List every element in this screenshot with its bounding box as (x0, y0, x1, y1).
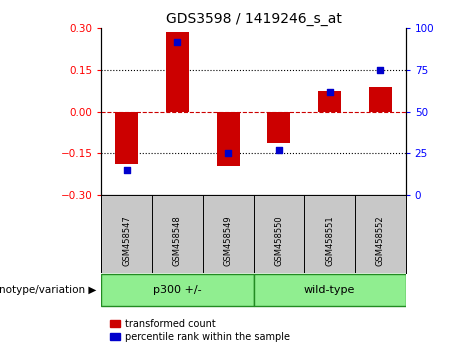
Point (123, 167, 130, 173)
Bar (267, 112, 290, 143)
Point (275, 147, 283, 153)
Text: GSM458548: GSM458548 (173, 216, 182, 266)
Point (326, 89, 333, 95)
Legend: transformed count, percentile rank within the sample: transformed count, percentile rank withi… (106, 315, 294, 346)
Bar (318, 91, 341, 112)
Bar (217, 112, 240, 166)
Bar (254, 274, 406, 306)
Text: GSM458551: GSM458551 (325, 216, 334, 266)
Bar (369, 87, 392, 112)
Bar (101, 274, 254, 306)
Text: GSM458547: GSM458547 (122, 216, 131, 266)
Point (174, 39, 181, 45)
Bar (166, 33, 189, 112)
Text: GSM458550: GSM458550 (274, 216, 284, 266)
Text: wild-type: wild-type (304, 285, 355, 295)
Text: genotype/variation ▶: genotype/variation ▶ (0, 285, 97, 295)
Text: GSM458549: GSM458549 (224, 216, 233, 266)
Point (225, 150, 232, 156)
Title: GDS3598 / 1419246_s_at: GDS3598 / 1419246_s_at (165, 12, 342, 26)
Bar (115, 112, 138, 164)
Point (377, 67, 384, 73)
Text: GSM458552: GSM458552 (376, 216, 385, 266)
Text: p300 +/-: p300 +/- (153, 285, 202, 295)
